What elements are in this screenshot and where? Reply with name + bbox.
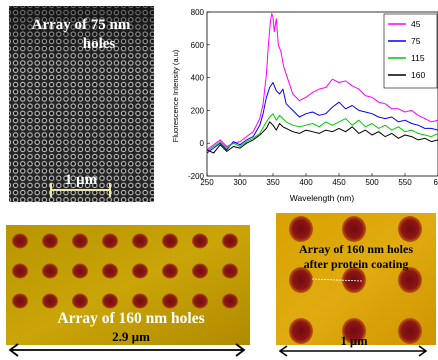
afm-hole	[72, 263, 88, 279]
afm-hole	[12, 263, 28, 279]
series-line-75	[206, 82, 438, 154]
afm-hole	[102, 293, 118, 309]
x-tick-label: 500	[365, 178, 379, 187]
series-line-115	[206, 113, 438, 152]
afm-before-holes	[12, 233, 238, 309]
sem-title-line-1: Array of 75 nm	[32, 17, 131, 33]
y-tick-label: 200	[191, 106, 205, 115]
x-tick-label: 400	[299, 178, 313, 187]
afm-hole	[398, 216, 422, 242]
legend-label-75: 75	[411, 36, 421, 46]
afm-after-holes	[289, 216, 422, 344]
afm-hole	[102, 233, 118, 249]
legend-label-160: 160	[411, 70, 425, 80]
afm-hole	[72, 293, 88, 309]
afm-hole	[132, 233, 148, 249]
series-layer	[206, 13, 438, 154]
x-tick-label: 300	[233, 178, 247, 187]
afm-hole	[289, 318, 313, 344]
afm-hole	[289, 216, 313, 242]
afm-hole	[342, 267, 366, 293]
x-tick-label: 250	[200, 178, 214, 187]
fluorescence-spectra-plot: 250 300 350 400 450 500 550 60 -200 0 200 400 600 800…	[164, 8, 438, 206]
afm-before-image: Array of 160 nm holes 2.9 µm	[6, 225, 250, 357]
afm-hole	[342, 216, 366, 242]
series-line-45	[206, 13, 438, 151]
sem-hole-array-image: Array of 75 nm holes 1 µm	[9, 6, 154, 202]
afm-after-label-line-2: after protein coating	[304, 257, 409, 271]
afm-before-scalebar-label: 2.9 µm	[112, 329, 150, 344]
afm-hole	[342, 318, 366, 344]
x-tick-label: 450	[332, 178, 346, 187]
y-tick-label: 600	[191, 41, 205, 50]
x-axis-label: Wavelength (nm)	[290, 193, 355, 203]
y-tick-label: 800	[191, 8, 205, 17]
afm-hole	[72, 233, 88, 249]
sem-scalebar	[50, 183, 111, 197]
afm-after-label-line-1: Array of 160 nm holes	[299, 242, 413, 256]
afm-hole	[132, 263, 148, 279]
afm-hole	[42, 263, 58, 279]
series-line-160	[206, 121, 438, 154]
legend-label-45: 45	[411, 19, 421, 29]
afm-before-scalebar	[8, 343, 246, 357]
afm-hole	[12, 233, 28, 249]
afm-hole	[132, 293, 148, 309]
afm-before-label: Array of 160 nm holes	[57, 310, 204, 327]
afm-after-image: Array of 160 nm holes after protein coat…	[276, 213, 436, 357]
afm-hole	[398, 267, 422, 293]
afm-hole	[42, 233, 58, 249]
afm-hole	[192, 293, 208, 309]
afm-hole	[289, 267, 313, 293]
afm-hole	[12, 293, 28, 309]
x-tick-label: 60	[434, 178, 438, 187]
afm-before-coating-panel: Array of 160 nm holes 2.9 µm	[6, 225, 250, 358]
afm-after-coating-panel: Array of 160 nm holes after protein coat…	[276, 213, 436, 357]
x-tick-label: 550	[398, 178, 412, 187]
afm-hole	[162, 293, 178, 309]
y-tick-label: 0	[200, 139, 205, 148]
plot-legend: 45 75 115 160	[383, 13, 438, 89]
afm-hole	[398, 318, 422, 344]
sem-image-panel: Array of 75 nm holes 1 µm	[9, 6, 154, 202]
afm-hole	[222, 263, 238, 279]
fluorescence-chart: 250 300 350 400 450 500 550 60 -200 0 200 400 600 800…	[171, 8, 438, 203]
afm-after-profile-line	[311, 278, 363, 282]
afm-hole	[222, 293, 238, 309]
sem-title-line-2: holes	[83, 36, 116, 52]
afm-hole	[102, 263, 118, 279]
x-tick-label: 350	[266, 178, 280, 187]
tick-layer: 250 300 350 400 450 500 550 60 -200 0 200 400 600 800	[188, 8, 438, 187]
afm-hole	[192, 233, 208, 249]
afm-hole	[42, 293, 58, 309]
afm-hole	[162, 263, 178, 279]
y-axis-label: Fluorescence Intensity (a.u)	[171, 49, 180, 142]
y-tick-label: 400	[191, 74, 205, 83]
legend-label-115: 115	[411, 53, 425, 63]
afm-hole	[222, 233, 238, 249]
afm-hole	[162, 233, 178, 249]
afm-hole	[192, 263, 208, 279]
afm-after-scalebar	[278, 345, 428, 357]
y-tick-label: -200	[188, 172, 205, 181]
afm-after-scalebar-label: 1 µm	[341, 334, 369, 348]
sem-scalebar-label: 1 µm	[65, 172, 98, 188]
